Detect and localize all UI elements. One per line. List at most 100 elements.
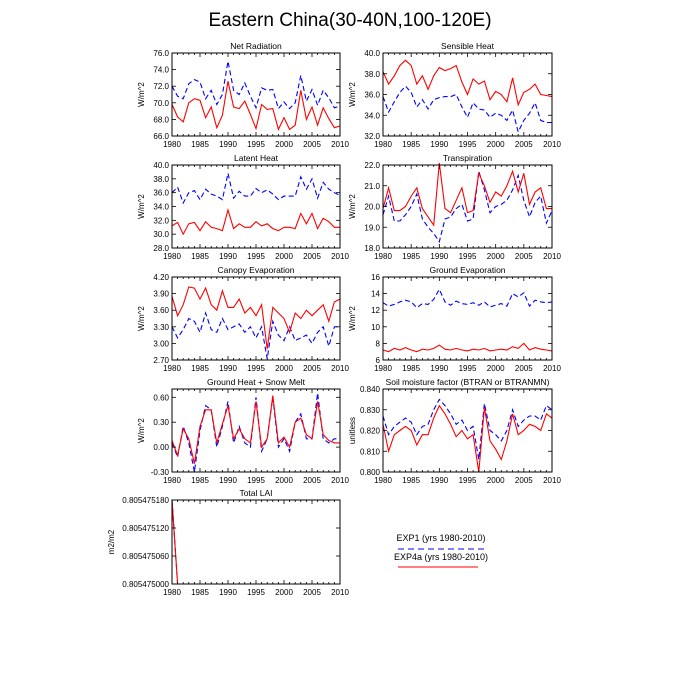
x-tick-label: 2005 [515,140,533,149]
y-tick-label: 16 [371,273,380,282]
panel-title: Sensible Heat [441,41,495,51]
y-tick-label: 32.0 [153,216,169,225]
x-tick-label: 1980 [374,252,392,261]
y-axis-label: W/m^2 [348,306,357,331]
y-tick-label: 34.0 [364,111,380,120]
x-tick-label: 1980 [374,140,392,149]
x-tick-label: 1985 [191,140,209,149]
y-tick-label: 19.0 [364,223,380,232]
x-tick-label: 1990 [430,364,448,373]
y-tick-label: 0.805475180 [122,496,169,505]
y-tick-label: 28.0 [153,244,169,253]
x-tick-label: 1980 [163,252,181,261]
plot-frame [382,276,553,361]
series-line-exp4a [382,342,553,353]
y-tick-label: 76.0 [153,49,169,58]
legend-label-exp4a: EXP4a (yrs 1980-2010) [394,552,488,562]
x-tick-label: 2005 [303,140,321,149]
series-line-exp1 [382,398,553,460]
y-tick-label: 4.20 [153,273,169,282]
series-line-exp4a [171,81,341,131]
y-tick-label: 3.30 [153,323,169,332]
x-tick-label: 1985 [191,588,209,597]
y-tick-label: 0.00 [153,443,169,452]
series-line-exp1 [171,499,340,585]
x-tick-label: 2000 [487,364,505,373]
chart-panel-5: Canopy Evaporation 1980 1985 1990 1995 2000 20… [137,265,349,373]
y-tick-label: 0.840 [360,385,381,394]
x-tick-label: 1990 [430,476,448,485]
y-tick-label: 3.60 [153,306,169,315]
chart-panel-9: Total LAI 1980 1985 1990 1995 2000 2005 2010 0.8… [107,488,349,597]
series-line-exp4a [171,499,340,585]
y-axis-label: unitless [348,417,357,444]
x-tick-label: 2000 [487,476,505,485]
y-tick-label: 0.60 [153,393,169,402]
y-tick-label: 20.0 [364,203,380,212]
x-tick-label: 1995 [247,364,265,373]
plot-frame [171,52,341,137]
series-line-exp4a [171,286,341,349]
x-tick-label: 1990 [219,140,237,149]
x-tick-label: 2010 [543,476,561,485]
x-tick-label: 2000 [275,476,293,485]
series-line-exp1 [382,288,553,309]
x-tick-label: 1995 [247,476,265,485]
y-tick-label: 66.0 [153,132,169,141]
y-tick-label: 0.820 [360,427,381,436]
series-line-exp1 [382,85,552,134]
y-tick-label: 32.0 [364,132,380,141]
x-tick-label: 1995 [459,140,477,149]
x-tick-label: 2005 [303,476,321,485]
y-axis-label: W/m^2 [137,306,146,331]
y-axis-label: W/m^2 [137,418,146,443]
x-tick-label: 1980 [163,476,181,485]
y-tick-label: 12 [371,306,380,315]
plot-frame [171,164,341,249]
y-tick-label: 38.0 [364,70,380,79]
x-tick-label: 2000 [487,252,505,261]
x-tick-label: 1985 [402,252,420,261]
x-tick-label: 1990 [219,476,237,485]
x-tick-label: 2005 [303,364,321,373]
y-tick-label: 18.0 [364,244,380,253]
x-tick-label: 1985 [191,364,209,373]
y-tick-label: 21.0 [364,182,380,191]
x-tick-label: 1985 [402,364,420,373]
x-tick-label: 2010 [331,364,349,373]
y-tick-label: 40.0 [364,49,380,58]
x-tick-label: 2000 [275,364,293,373]
x-tick-label: 1995 [459,252,477,261]
panel-title: Total LAI [239,488,272,498]
y-tick-label: 8 [376,339,381,348]
x-tick-label: 1980 [374,476,392,485]
y-axis-label: W/m^2 [137,82,146,107]
y-axis-label: m2/m2 [107,529,116,554]
chart-panel-2: Sensible Heat 1980 1985 1990 1995 2000 2005 201… [348,41,561,149]
y-tick-label: 0.810 [360,447,381,456]
plot-frame [382,164,553,249]
y-tick-label: 34.0 [153,203,169,212]
chart-panel-3: Latent Heat 1980 1985 1990 1995 2000 2005 2010 2… [137,153,349,261]
y-axis-label: W/m^2 [137,194,146,219]
x-tick-label: 1995 [247,252,265,261]
chart-panel-1: Net Radiation 1980 1985 1990 1995 2000 2005 201… [137,41,349,149]
x-tick-label: 2000 [275,252,293,261]
x-tick-label: 1990 [430,140,448,149]
y-tick-label: 0.805475120 [122,524,169,533]
x-tick-label: 1980 [374,364,392,373]
y-tick-label: 40.0 [153,161,169,170]
y-tick-label: 30.0 [153,230,169,239]
y-tick-label: 14 [371,290,380,299]
series-line-exp1 [382,171,553,244]
x-tick-label: 2000 [275,588,293,597]
y-tick-label: 0.830 [360,406,381,415]
y-tick-label: 3.00 [153,339,169,348]
x-tick-label: 2010 [331,476,349,485]
series-line-exp4a [382,404,553,473]
x-tick-label: 2005 [303,588,321,597]
series-line-exp1 [171,173,341,205]
y-tick-label: 2.70 [153,356,169,365]
x-tick-label: 1990 [219,252,237,261]
